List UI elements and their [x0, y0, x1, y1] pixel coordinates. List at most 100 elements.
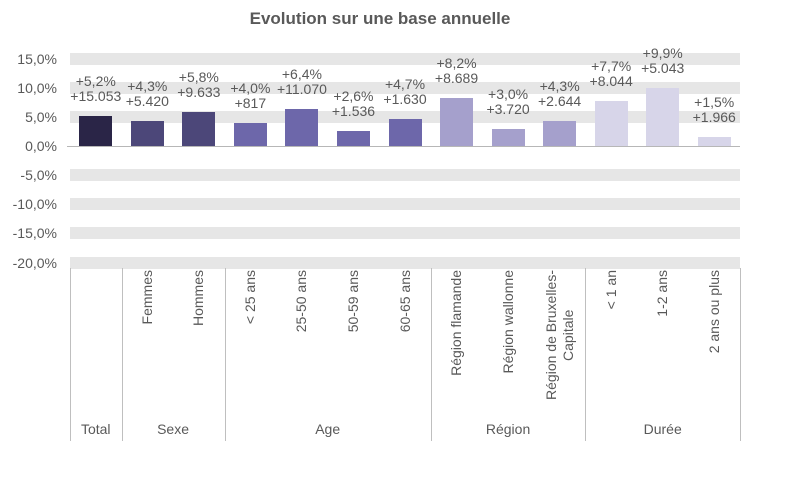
bar-hommes [182, 112, 216, 146]
bar-60-65-ans [388, 118, 422, 146]
bar-pct-label: +4,3% [127, 77, 168, 94]
group-label-région: Région [485, 421, 531, 437]
y-axis-tick-label: -5,0% [20, 167, 57, 184]
bar-<-1-an [594, 101, 628, 146]
bar-data-label: +9,9% +5.043 [608, 46, 718, 76]
bar-région-flamande [440, 98, 474, 146]
group-separator [224, 268, 226, 441]
category-label-box: 1-2 ans [641, 270, 685, 317]
bar-count-label: +5.043 [641, 60, 685, 77]
bar-pct-label: +4,0% [230, 79, 271, 96]
category-label: 1-2 ans [654, 270, 671, 317]
bar-pct-label: +8,2% [436, 55, 477, 72]
bar-total [79, 115, 113, 146]
bar-count-label: +2.644 [538, 92, 582, 109]
y-axis-tick-label: -10,0% [12, 196, 57, 213]
y-axis-tick-label: 10,0% [17, 79, 57, 96]
category-label-box: Hommes [177, 270, 221, 326]
category-label-box: Région flamande [435, 270, 479, 376]
bar-count-label: +1.966 [692, 109, 736, 126]
group-separator [740, 268, 741, 441]
category-label: < 1 an [602, 270, 619, 310]
category-label-box: Région wallonne [486, 270, 530, 374]
bar-pct-label: +1,5% [694, 94, 735, 111]
bar-région-de-bruxelles--capitale [543, 120, 577, 146]
bar-count-label: +8.689 [434, 70, 479, 87]
bar-count-label: +11.070 [276, 80, 327, 97]
group-label-durée: Durée [643, 421, 682, 437]
bar-count-label: +1.536 [331, 102, 376, 119]
bar-data-label: +5,8% +9.633 [144, 70, 254, 100]
bar-<-25-ans [233, 122, 267, 146]
category-label-box: 2 ans ou plus [692, 270, 736, 353]
bar-data-label: +4,0% +817 [195, 79, 305, 111]
bar-count-label: +9.633 [177, 84, 221, 101]
category-label: 2 ans ou plus [705, 270, 722, 354]
category-label: Région de Bruxelles- Capitale [542, 270, 576, 400]
y-axis-tick-label: 0,0% [25, 138, 57, 154]
category-label: Hommes [190, 270, 207, 327]
category-label-box: 25-50 ans [280, 270, 324, 332]
category-label: 50-59 ans [344, 270, 361, 333]
y-axis-tick-label: 5,0% [25, 108, 57, 125]
bar-count-label: +3.720 [486, 100, 530, 117]
bar-count-label: +8.044 [589, 73, 633, 90]
grid-band [70, 256, 740, 269]
grid-band [70, 81, 740, 94]
bar-count-label: +5.420 [125, 92, 169, 109]
bar-data-label: +4,3% +2.644 [505, 77, 615, 109]
category-label: < 25 ans [241, 270, 258, 325]
grid-band [70, 169, 740, 182]
bar-count-label: +15.053 [70, 87, 122, 104]
y-axis-tick-label: 15,0% [17, 50, 57, 67]
grid-band [70, 198, 740, 211]
grid-band [70, 52, 740, 65]
bar-count-label: +1.630 [383, 90, 427, 107]
bar-data-label: +4,7% +1.630 [350, 75, 460, 107]
bar-pct-label: +5,2% [75, 72, 116, 89]
grid-band [70, 227, 740, 240]
bar-pct-label: +6,4% [281, 65, 322, 82]
bar-data-label: +4,3% +5.420 [92, 77, 202, 109]
bar-data-label: +3,0% +3.720 [453, 85, 563, 117]
bar-25-50-ans [285, 108, 319, 146]
category-label: Femmes [138, 270, 155, 325]
category-label-box: < 25 ans [228, 270, 272, 324]
group-label-sexe: Sexe [157, 421, 190, 437]
category-label-box: Région de Bruxelles- Capitale [538, 270, 582, 400]
bar-pct-label: +2,6% [333, 87, 374, 104]
category-label: Région flamande [448, 270, 465, 376]
bar-data-label: +6,4% +11.070 [247, 65, 357, 97]
y-axis-tick-label: -20,0% [12, 254, 57, 271]
bar-pct-label: +4,7% [384, 75, 426, 92]
grid-band [70, 110, 740, 123]
category-label-box: Femmes [125, 270, 169, 324]
group-separator [121, 268, 123, 441]
category-label: 60-65 ans [396, 270, 413, 333]
bar-pct-label: +9,9% [642, 45, 683, 62]
bar-pct-label: +3,0% [488, 85, 529, 102]
bar-pct-label: +7,7% [591, 58, 632, 75]
category-label: 25-50 ans [293, 270, 310, 333]
group-separator [585, 268, 587, 441]
bar-data-label: +7,7% +8.044 [556, 59, 666, 89]
bar-data-label: +1,5% +1.966 [659, 95, 769, 125]
bar-1-2-ans [646, 88, 680, 146]
chart-title: Evolution sur une base annuelle [249, 9, 511, 28]
group-separator [70, 268, 71, 441]
bar-pct-label: +5,8% [178, 69, 219, 86]
x-axis-line [67, 146, 740, 147]
category-label-box: 60-65 ans [383, 270, 427, 332]
bar-data-label: +8,2% +8.689 [402, 56, 512, 86]
bar-pct-label: +4,3% [539, 77, 580, 94]
category-label-box: 50-59 ans [331, 270, 375, 332]
group-label-total: Total [80, 421, 111, 437]
bar-data-label: +2,6% +1.536 [298, 87, 408, 119]
bar-50-59-ans [336, 130, 370, 146]
category-label-box: < 1 an [589, 270, 633, 309]
bar-data-label: +5,2% +15.053 [41, 72, 151, 104]
bar-2-ans-ou-plus [697, 137, 731, 146]
group-separator [430, 268, 432, 441]
bar-région-wallonne [491, 128, 525, 146]
